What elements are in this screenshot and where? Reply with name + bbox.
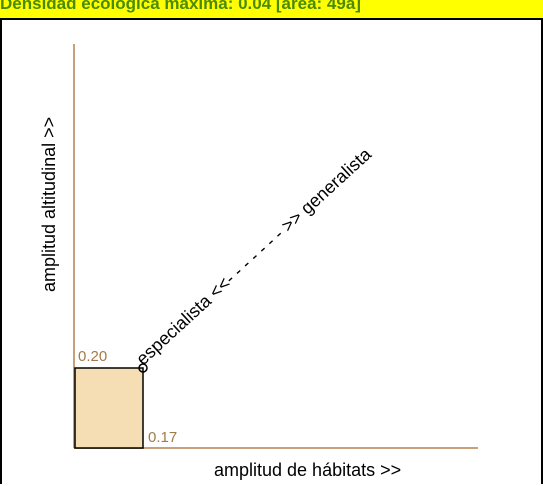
specialist-generalist-label: especialista <<- - - - - - - >> generali… [132, 143, 376, 369]
niche-corner-marker [138, 363, 148, 373]
niche-diagram: 0.20 0.17 amplitud de hábitats >> amplit… [39, 44, 478, 480]
niche-rectangle [74, 367, 144, 449]
y-axis-label: amplitud altitudinal >> [39, 117, 59, 292]
y-value-label: 0.20 [78, 348, 107, 365]
page-header: Densidad ecológica máxima: 0.04 [área: 4… [0, 0, 543, 18]
density-title: Densidad ecológica máxima: 0.04 [área: 4… [0, 0, 361, 13]
niche-diagram-panel: 0.20 0.17 amplitud de hábitats >> amplit… [0, 18, 543, 484]
x-axis-label: amplitud de hábitats >> [214, 460, 401, 480]
x-value-label: 0.17 [148, 429, 177, 446]
